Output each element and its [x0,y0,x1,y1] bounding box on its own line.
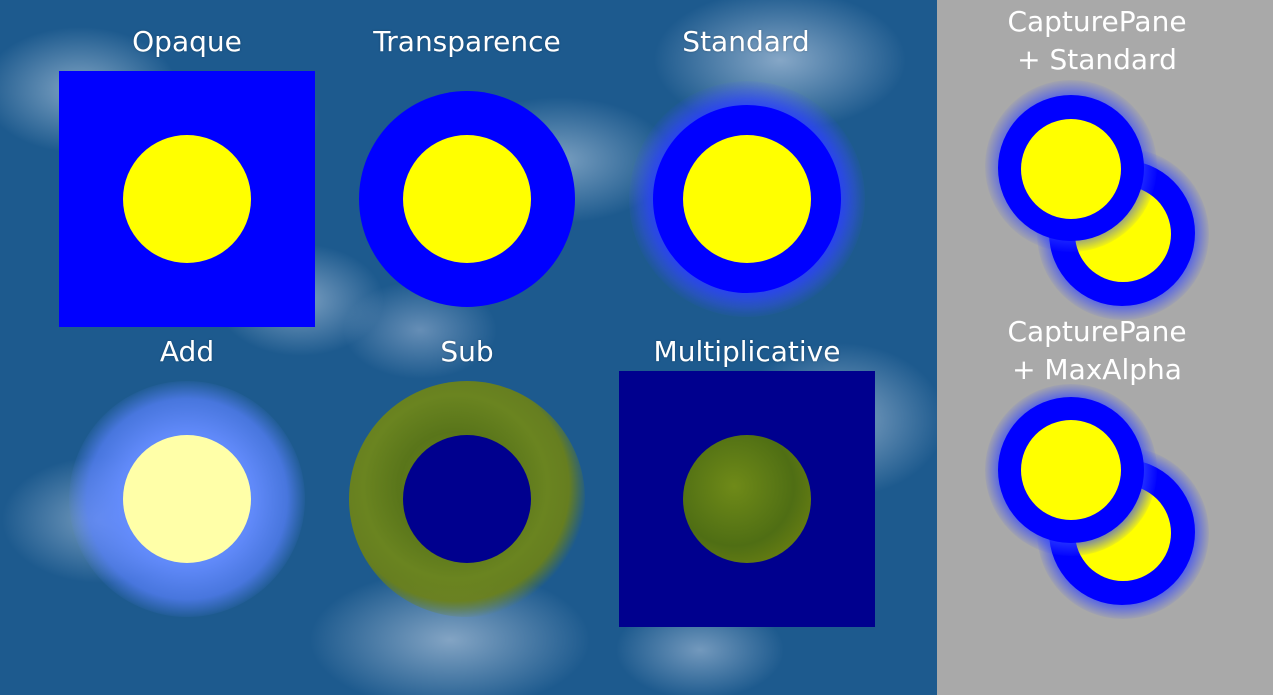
standard-sun [683,135,811,263]
capture-maxalpha-front-sun [1021,420,1121,520]
standard-label: Standard [682,25,810,58]
add-sun [123,435,251,563]
capture-maxalpha-line1: CapturePane [1007,315,1187,348]
transparence-label: Transparence [373,25,561,58]
capture-standard-line2: + Standard [1017,43,1177,76]
multiplicative-label: Multiplicative [653,335,841,368]
capture-standard-label: CapturePane + Standard [970,3,1224,79]
capture-standard-line1: CapturePane [1007,5,1187,38]
transparence-sun [403,135,531,263]
sub-center [403,435,531,563]
add-label: Add [159,335,215,368]
opaque-label: Opaque [132,25,242,58]
capture-maxalpha-label: CapturePane + MaxAlpha [970,313,1224,389]
sub-label: Sub [440,335,494,368]
opaque-sun [123,135,251,263]
capture-maxalpha-line2: + MaxAlpha [1012,353,1182,386]
capture-standard-front-sun [1021,119,1121,219]
multiplicative-sun [683,435,811,563]
